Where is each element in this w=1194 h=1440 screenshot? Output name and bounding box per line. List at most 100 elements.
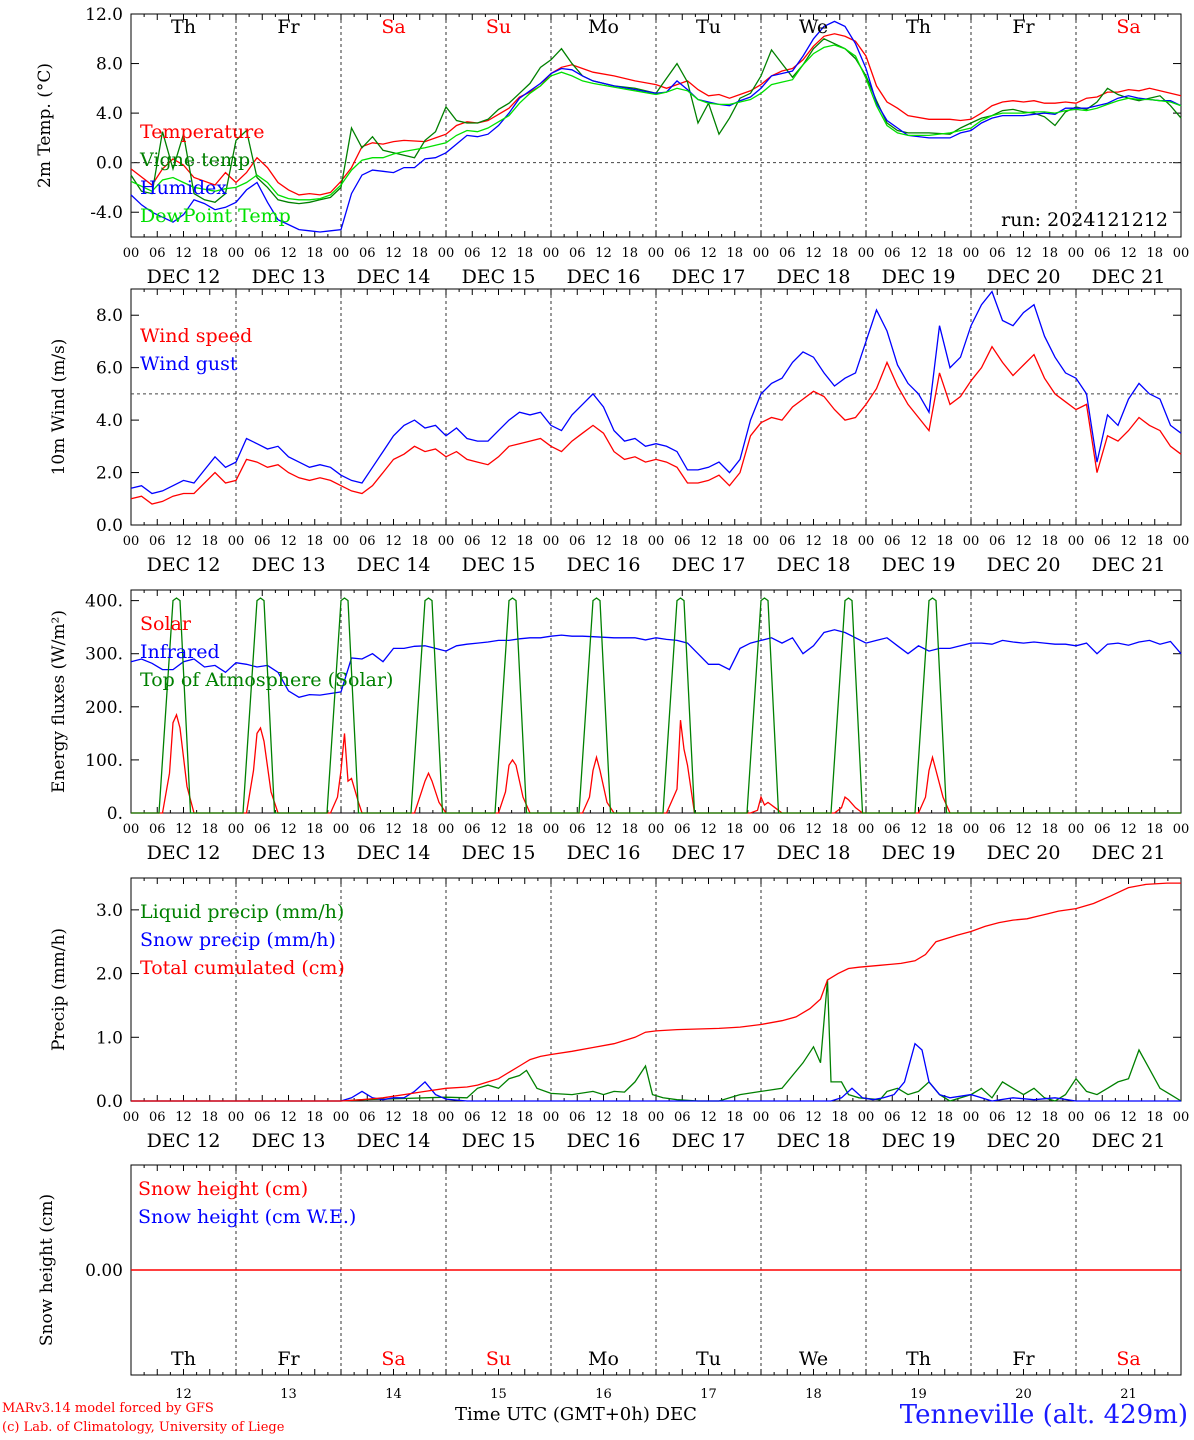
hour-label: 00: [648, 1110, 665, 1125]
legend-entry: Total cumulated (cm): [140, 957, 345, 979]
hour-label: 12: [175, 246, 192, 261]
hour-label: 06: [989, 246, 1006, 261]
hour-label: 18: [936, 822, 953, 837]
day-abbr: Tu: [696, 16, 721, 38]
panel-2: 0.0 2.0 4.0 6.0 8.0 10m Wind (m/s) Wind speed W…: [49, 288, 1190, 576]
hour-label: 12: [175, 1110, 192, 1125]
hour-label: 06: [149, 534, 166, 549]
date-label: DEC 16: [567, 266, 641, 288]
hour-label: 18: [936, 1110, 953, 1125]
hour-label: 06: [674, 822, 691, 837]
hour-label: 12: [1015, 1110, 1032, 1125]
y-tick-label: 0.0: [96, 154, 123, 174]
hour-label: 18: [411, 246, 428, 261]
y-axis-label: 10m Wind (m/s): [49, 339, 69, 476]
date-label: DEC 16: [567, 554, 641, 576]
hour-label: 00: [123, 246, 140, 261]
series-line-dewpoint-temp: [130, 44, 1182, 201]
hour-label: 12: [1015, 246, 1032, 261]
hour-label: 12: [385, 822, 402, 837]
hour-label: 18: [516, 1110, 533, 1125]
hour-label: 06: [674, 1110, 691, 1125]
date-label: DEC 12: [147, 554, 221, 576]
hour-label: 12: [1120, 822, 1137, 837]
date-label: DEC 15: [462, 842, 536, 864]
hour-label: 00: [438, 822, 455, 837]
date-label: DEC 18: [777, 1130, 851, 1152]
date-label: DEC 20: [987, 266, 1061, 288]
legend-entry: Wind gust: [140, 353, 238, 375]
day-abbr: Sa: [1116, 16, 1140, 38]
panel-3: 0. 100. 200. 300. 400. Energy fluxes (W/m²) So…: [49, 589, 1190, 864]
hour-label: 00: [753, 1110, 770, 1125]
hour-label: 12: [385, 246, 402, 261]
x-axis-title: Time UTC (GMT+0h) DEC: [455, 1404, 697, 1425]
hour-label: 12: [175, 822, 192, 837]
hour-label: 00: [753, 822, 770, 837]
legend-entry: Vigne temp: [139, 149, 250, 171]
y-tick-label: 12.0: [85, 5, 123, 25]
date-label: DEC 19: [882, 842, 956, 864]
hour-label: 00: [228, 534, 245, 549]
day-abbr: Sa: [1116, 1348, 1140, 1370]
hour-label: 06: [674, 246, 691, 261]
date-label: DEC 16: [567, 1130, 641, 1152]
hour-label: 06: [1094, 534, 1111, 549]
date-label: DEC 14: [357, 1130, 431, 1152]
hour-label: 06: [359, 1110, 376, 1125]
panel-4: 0.0 1.0 2.0 3.0 Precip (mm/h) Liquid precip (…: [49, 877, 1189, 1152]
hour-label: 18: [621, 246, 638, 261]
y-tick-label: 0.00: [85, 1261, 123, 1281]
y-tick-label: 400.: [85, 592, 123, 612]
hour-label: 18: [411, 1110, 428, 1125]
hour-label: 00: [1173, 534, 1190, 549]
hour-label: 00: [438, 534, 455, 549]
hour-label: 00: [1173, 822, 1190, 837]
hour-label: 12: [280, 246, 297, 261]
hour-label: 06: [254, 246, 271, 261]
legend-entry: Snow height (cm W.E.): [138, 1206, 356, 1228]
hour-label: 06: [359, 246, 376, 261]
hour-label: 06: [989, 1110, 1006, 1125]
hour-label: 00: [963, 1110, 980, 1125]
date-label: DEC 13: [252, 266, 326, 288]
series-line-temperature: [130, 33, 1182, 196]
hour-label: 06: [884, 246, 901, 261]
day-abbr: Fr: [1012, 16, 1035, 38]
hour-label: 06: [1094, 822, 1111, 837]
day-number: 14: [385, 1387, 402, 1402]
hour-label: 00: [228, 822, 245, 837]
date-label: DEC 13: [252, 554, 326, 576]
hour-label: 06: [254, 534, 271, 549]
hour-label: 18: [516, 822, 533, 837]
hour-label: 12: [595, 534, 612, 549]
hour-label: 06: [359, 534, 376, 549]
date-label: DEC 14: [357, 842, 431, 864]
date-label: DEC 13: [252, 842, 326, 864]
y-tick-label: 200.: [85, 698, 123, 718]
hour-label: 00: [123, 822, 140, 837]
hour-label: 18: [201, 246, 218, 261]
hour-label: 18: [936, 534, 953, 549]
day-abbr: We: [799, 1348, 828, 1370]
day-abbr: Su: [486, 1348, 511, 1370]
hour-label: 06: [359, 822, 376, 837]
hour-label: 18: [936, 246, 953, 261]
hour-label: 18: [621, 822, 638, 837]
date-label: DEC 14: [357, 554, 431, 576]
hour-label: 12: [910, 534, 927, 549]
hour-label: 00: [648, 534, 665, 549]
hour-label: 00: [963, 246, 980, 261]
hour-label: 06: [464, 1110, 481, 1125]
hour-label: 00: [123, 534, 140, 549]
hour-label: 18: [201, 1110, 218, 1125]
date-label: DEC 15: [462, 554, 536, 576]
date-label: DEC 12: [147, 1130, 221, 1152]
day-abbr: Su: [486, 16, 511, 38]
hour-label: 06: [149, 822, 166, 837]
hour-label: 06: [674, 534, 691, 549]
date-label: DEC 17: [672, 266, 746, 288]
credits: MARv3.14 model forced by GFS (c) Lab. of…: [2, 1399, 284, 1437]
date-label: DEC 21: [1092, 266, 1166, 288]
hour-label: 12: [1015, 822, 1032, 837]
